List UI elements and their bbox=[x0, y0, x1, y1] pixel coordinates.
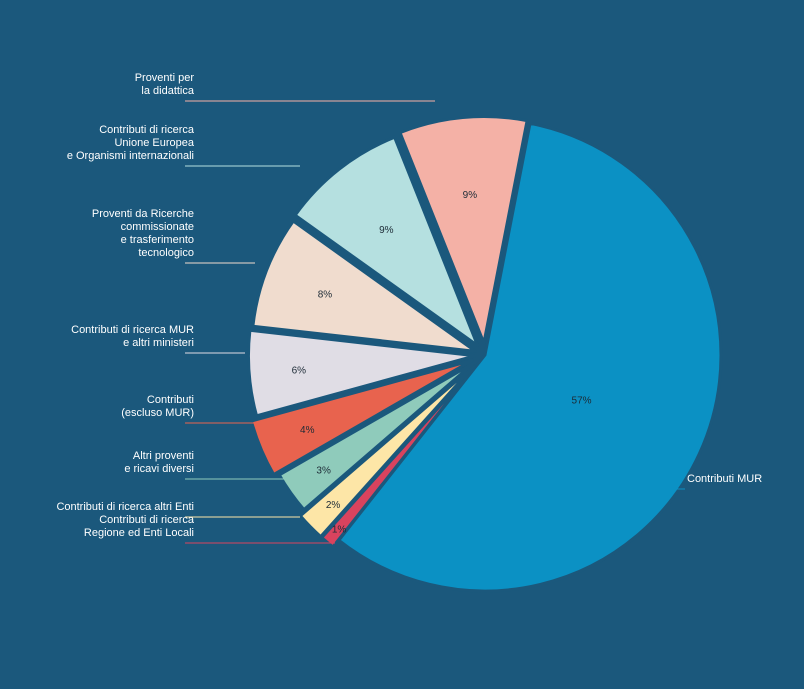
slice-percent-label: 9% bbox=[379, 225, 394, 236]
slice-percent-label: 4% bbox=[300, 425, 315, 436]
slice-category-label: Contributi (escluso MUR) bbox=[121, 394, 194, 419]
pie-slice bbox=[251, 219, 478, 353]
slice-category-label: Altri proventi e ricavi diversi bbox=[124, 450, 194, 475]
slice-category-label: Proventi per la didattica bbox=[134, 72, 194, 97]
pie-slice bbox=[320, 365, 477, 549]
slice-percent-label: 9% bbox=[463, 190, 478, 201]
slice-percent-label: 2% bbox=[326, 500, 341, 511]
slice-category-label: Contributi di ricerca Regione ed Enti Lo… bbox=[83, 514, 194, 539]
pie-slice bbox=[246, 328, 477, 418]
slice-percent-label: 6% bbox=[292, 366, 307, 377]
pie-slice bbox=[337, 121, 723, 593]
slice-category-label: Contributi MUR bbox=[687, 473, 763, 485]
slice-category-label: Contributi di ricerca altri Enti bbox=[56, 501, 194, 513]
slice-category-label: Contributi di ricerca Unione Europea e O… bbox=[66, 124, 194, 162]
pie-slice bbox=[293, 135, 480, 348]
slice-percent-label: 8% bbox=[318, 290, 333, 301]
pie-slice bbox=[249, 358, 474, 477]
pie-slice bbox=[277, 361, 476, 512]
slice-category-label: Contributi di ricerca MUR e altri minist… bbox=[71, 324, 194, 349]
slice-percent-label: 57% bbox=[572, 395, 592, 406]
pie-slice bbox=[298, 364, 476, 539]
pie-slice bbox=[398, 115, 529, 345]
slice-category-label: Proventi da Ricerche commissionate e tra… bbox=[91, 208, 194, 259]
slice-percent-label: 1% bbox=[332, 524, 347, 535]
slice-percent-label: 3% bbox=[316, 466, 331, 477]
